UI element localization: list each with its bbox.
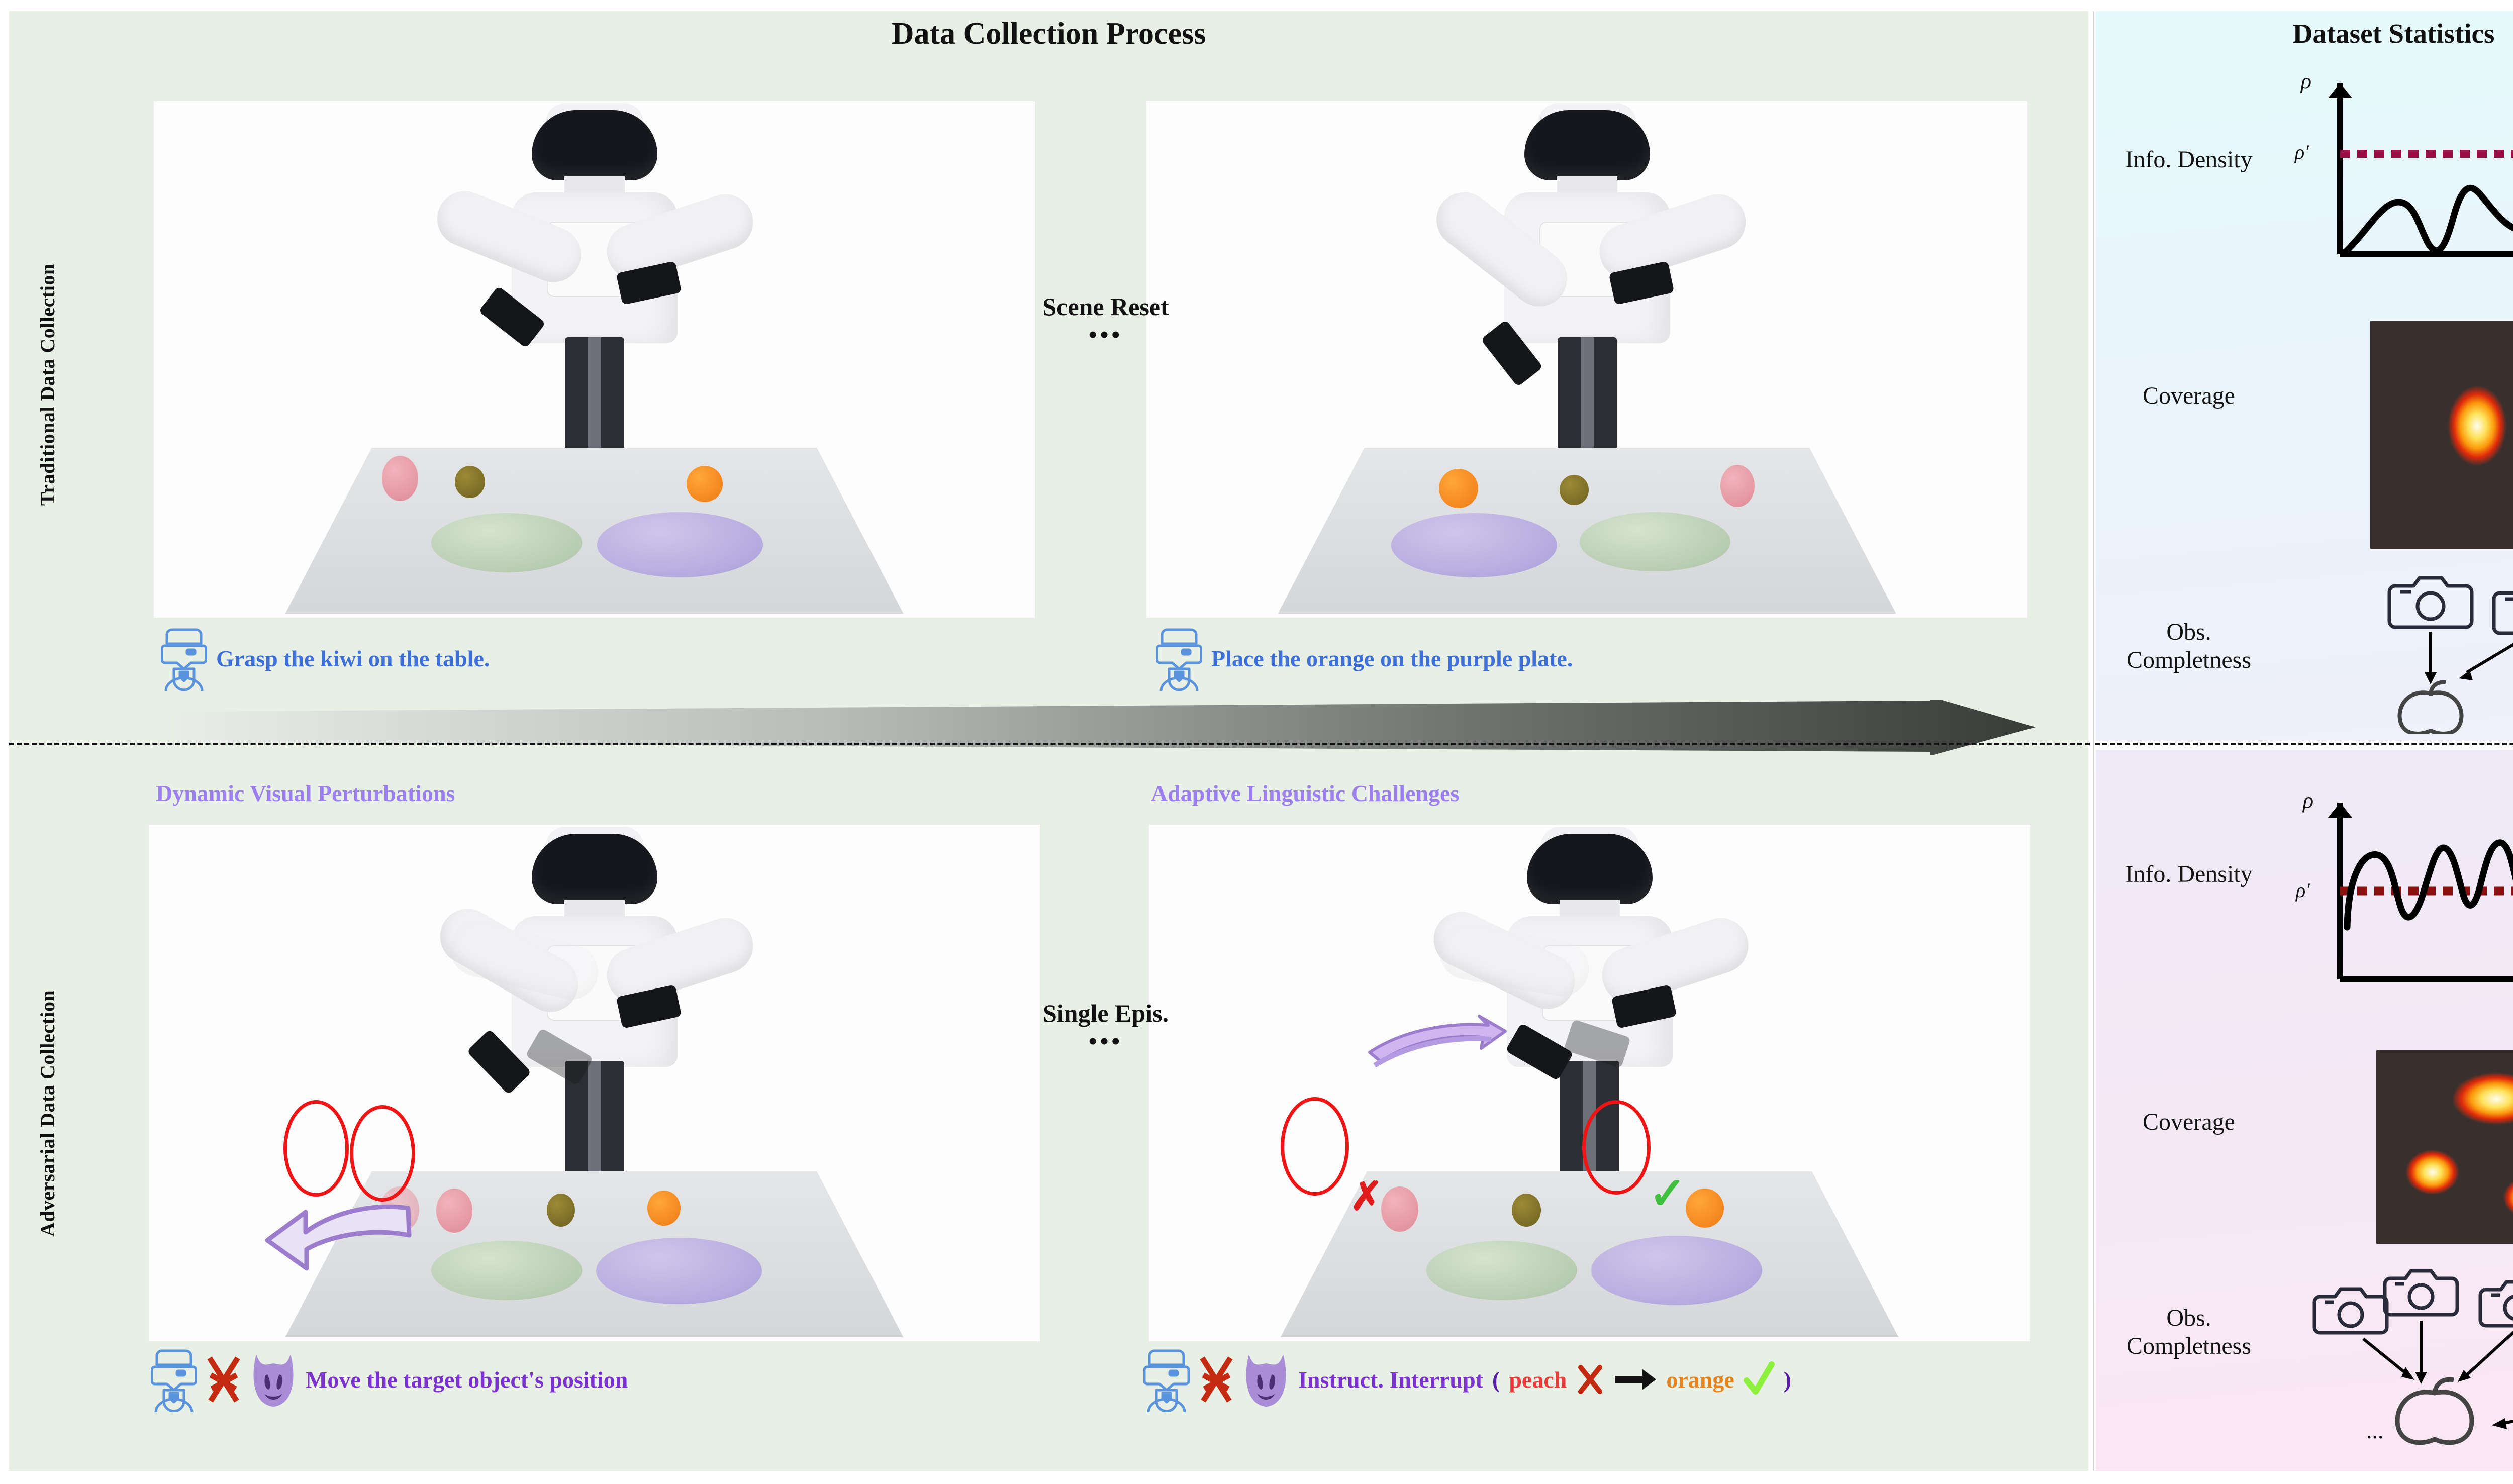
caption-row-2: Place the orange on the purple plate. — [1156, 626, 1573, 691]
tabletop — [285, 448, 904, 614]
move-direction-arrow-icon — [265, 1204, 412, 1271]
caption-row-4: Instruct. Interrupt ( peach orange ) — [1143, 1347, 1791, 1412]
subheading-adaptive-linguistic-challenges: Adaptive Linguistic Challenges — [1151, 780, 1460, 806]
section-divider-dashed — [2095, 743, 2513, 745]
caption-text-1: Grasp the kiwi on the table. — [216, 645, 490, 671]
devil-face-icon — [1246, 1354, 1286, 1407]
caption-wrong-object: peach — [1509, 1366, 1567, 1393]
single-episode-text: Single Epis. — [1042, 999, 1169, 1027]
robot-figure — [1425, 101, 1753, 508]
apple-icon — [2395, 1377, 2474, 1445]
camera-icon — [2383, 1269, 2459, 1317]
scene-reset-text: Scene Reset — [1042, 292, 1169, 321]
caption-row-1: Grasp the kiwi on the table. — [161, 626, 490, 691]
annotation-red-circle-orange — [1582, 1100, 1651, 1195]
scene-reset-dots: ••• — [1088, 322, 1123, 348]
diagram-obs-completeness-traditional — [2387, 576, 2513, 734]
scene-photo-place-orange — [1146, 101, 2028, 618]
chart-info-density-traditional: ρ ρ′ t — [2294, 69, 2513, 257]
camera-icon — [2312, 1287, 2389, 1335]
caption-right-object: orange — [1666, 1366, 1734, 1393]
annotation-cross-icon: ✗ — [1350, 1174, 1383, 1218]
gripper-shift-arrow-icon — [1368, 1015, 1507, 1068]
stat-label-coverage-top: Coverage — [2143, 382, 2235, 409]
heatmap-coverage-traditional — [2370, 321, 2513, 549]
robot-figure — [430, 825, 760, 1232]
annotation-red-circle-peach — [1281, 1097, 1349, 1196]
stat-label-info-density-top: Info. Density — [2125, 146, 2253, 173]
row-label-traditional: Traditional Data Collection — [36, 263, 59, 506]
caption-text-2: Place the orange on the purple plate. — [1211, 645, 1573, 671]
stat-label-obs-completeness-top: Obs. Completness — [2127, 619, 2251, 673]
heatmap-coverage-adversarial — [2376, 1050, 2513, 1244]
cross-icon — [1578, 1365, 1603, 1394]
tabletop — [1278, 448, 1896, 614]
stat-label-info-density-bottom: Info. Density — [2125, 861, 2253, 887]
scene-photo-move-object — [148, 824, 1040, 1342]
crossed-swords-icon — [1200, 1356, 1233, 1403]
svg-text:ρ: ρ — [2302, 788, 2313, 813]
check-icon — [1743, 1361, 1775, 1395]
vr-operator-icon — [1143, 1349, 1190, 1412]
arrow-right-icon — [1615, 1369, 1657, 1390]
process-flow-arrow-icon — [176, 700, 2036, 755]
page-title-data-collection: Data Collection Process — [891, 17, 1206, 51]
scene-photo-grasp-kiwi — [153, 101, 1035, 618]
subheading-dynamic-visual-perturbations: Dynamic Visual Perturbations — [156, 780, 455, 806]
annotation-red-circle-new-position — [350, 1105, 415, 1202]
diagram-obs-completeness-adversarial: ... — [2312, 1269, 2513, 1445]
single-episode-label: Single Epis. ••• — [1030, 999, 1181, 1055]
annotation-check-icon: ✓ — [1649, 1168, 1686, 1218]
caption-row-3: Move the target object's position — [151, 1347, 628, 1412]
section-divider-dashed-left — [9, 743, 2090, 745]
camera-icon — [2387, 576, 2474, 629]
page-title-dataset-statistics: Dataset Statistics — [2292, 18, 2495, 49]
tabletop — [1280, 1171, 1899, 1337]
chart-info-density-adversarial: ρ ρ′ t — [2295, 788, 2513, 982]
caption-paren-close: ) — [1783, 1366, 1792, 1393]
robot-figure — [1424, 825, 1756, 1232]
crossed-swords-icon — [207, 1356, 240, 1403]
obs-ellipsis: ... — [2366, 1418, 2384, 1443]
caption-text-4-prefix: Instruct. Interrupt — [1298, 1366, 1483, 1393]
scene-photo-instruction-interrupt: ✗ ✓ — [1148, 824, 2031, 1342]
column-divider-1 — [2093, 11, 2094, 1471]
svg-text:ρ′: ρ′ — [2295, 879, 2310, 902]
camera-icon — [2492, 591, 2513, 635]
robot-figure — [428, 101, 760, 508]
vr-operator-icon — [1156, 628, 1202, 691]
devil-face-icon — [253, 1354, 294, 1407]
svg-text:ρ: ρ — [2300, 69, 2311, 93]
caption-paren-open: ( — [1492, 1366, 1500, 1393]
scene-reset-label: Scene Reset ••• — [1030, 292, 1181, 349]
row-label-adversarial: Adversarial Data Collection — [36, 990, 59, 1237]
annotation-red-circle-old-position — [283, 1100, 349, 1197]
caption-text-3: Move the target object's position — [306, 1366, 628, 1393]
apple-icon — [2397, 680, 2464, 734]
tabletop — [285, 1171, 904, 1337]
svg-text:ρ′: ρ′ — [2294, 141, 2309, 163]
vr-operator-icon — [161, 628, 207, 691]
stat-label-obs-completeness-bottom: Obs. Completness — [2127, 1305, 2251, 1359]
vr-operator-icon — [151, 1349, 197, 1412]
camera-icon — [2478, 1280, 2513, 1328]
stat-label-coverage-bottom: Coverage — [2143, 1109, 2235, 1135]
single-episode-dots: ••• — [1088, 1028, 1123, 1055]
